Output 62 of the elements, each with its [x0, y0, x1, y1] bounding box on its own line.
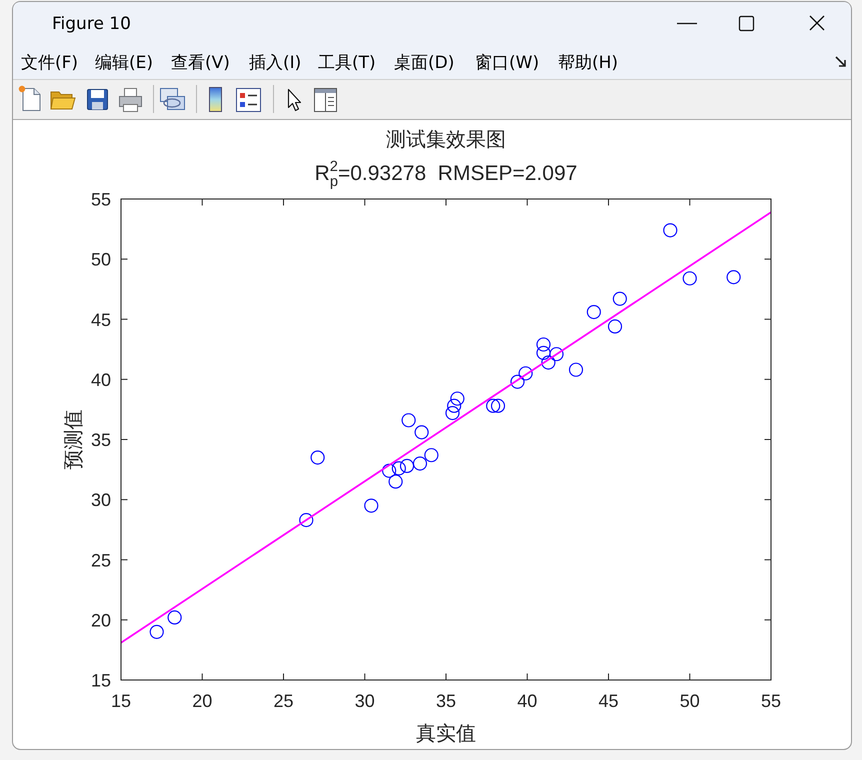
- point: [586, 304, 601, 320]
- point: [612, 292, 627, 306]
- point: [299, 513, 314, 528]
- point: [486, 398, 500, 413]
- y-tick-label: 40: [90, 370, 111, 390]
- y-axis-title: 预测值: [63, 410, 85, 470]
- caption: Figure 10: [52, 14, 131, 34]
- point: [682, 271, 697, 286]
- x-tick-label: 35: [436, 691, 456, 711]
- x-tick-label: 15: [110, 691, 132, 711]
- point: [168, 610, 182, 625]
- x-tick-label: 30: [354, 691, 375, 711]
- x-axis-title: 真实值: [416, 723, 476, 745]
- point: [392, 461, 406, 476]
- chart-title: 测试集效果图: [386, 129, 506, 151]
- point: [536, 337, 551, 352]
- point: [536, 346, 551, 360]
- x-tick-label: 40: [517, 691, 538, 711]
- point: [608, 319, 622, 334]
- point: [663, 223, 678, 238]
- point: [400, 458, 414, 474]
- point: [518, 366, 533, 380]
- text: 插入(I): [249, 53, 302, 73]
- point: [414, 425, 429, 440]
- point: [726, 270, 741, 284]
- y-tick-label: 30: [90, 490, 111, 510]
- x-tick-label: 25: [273, 691, 294, 711]
- text: 桌面(D): [394, 53, 454, 73]
- text: 编辑(E): [95, 53, 154, 73]
- point: [445, 406, 460, 420]
- point: [412, 456, 428, 471]
- point: [388, 474, 403, 489]
- point: [549, 347, 564, 362]
- y-tick-label: 45: [90, 310, 111, 330]
- point: [447, 398, 462, 413]
- y-tick-label: 15: [90, 670, 111, 690]
- x-tick-label: 20: [192, 691, 212, 711]
- y-tick-label: 25: [90, 550, 111, 570]
- point: [450, 392, 464, 406]
- text: 帮助(H): [558, 53, 618, 73]
- y-tick-label: 35: [90, 430, 111, 450]
- point: [382, 464, 396, 478]
- point: [568, 362, 584, 377]
- point: [541, 355, 556, 370]
- y-tick-label: 20: [90, 610, 111, 630]
- x-tick-label: 45: [598, 691, 619, 711]
- point: [510, 374, 525, 389]
- point: [150, 624, 164, 639]
- x-tick-label: 50: [680, 691, 700, 711]
- chart-subtitle: R$_{p}$$^{2}$=0.93278 RMSEP=2.097: [314, 158, 578, 190]
- text: 查看(V): [171, 53, 230, 73]
- x-tick-label: 55: [760, 691, 782, 711]
- point: [424, 448, 438, 462]
- y-tick-label: 50: [90, 250, 111, 270]
- point: [310, 450, 325, 465]
- point: [402, 413, 416, 428]
- text: 工具(T): [318, 53, 376, 73]
- text: 窗口(W): [475, 53, 540, 73]
- y-tick-label: 55: [90, 190, 111, 210]
- point: [364, 498, 378, 513]
- text: 文件(F): [21, 53, 78, 73]
- point: [490, 398, 506, 413]
